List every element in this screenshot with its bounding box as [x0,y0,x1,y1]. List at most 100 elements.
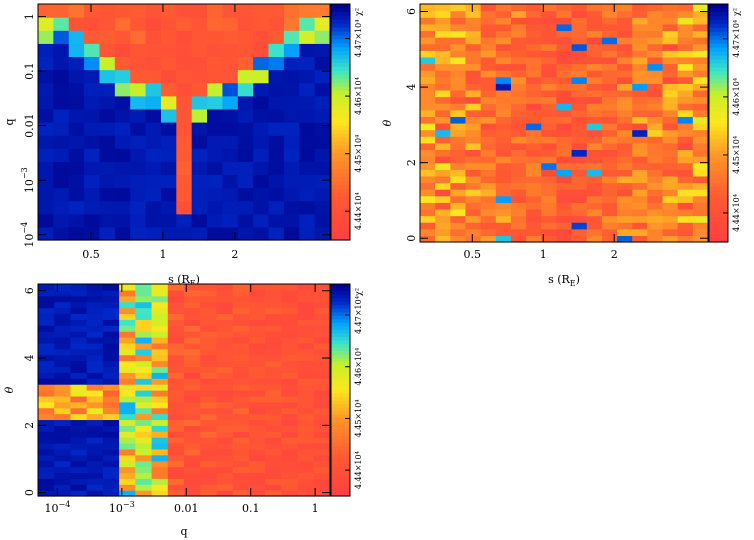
heatmap-cell [54,478,72,485]
colorbar-step [709,158,728,164]
heatmap-cell [465,4,482,12]
heatmap-cell [420,63,436,71]
heatmap-cell [265,313,282,320]
heatmap-cell [480,142,497,151]
heatmap-cell [692,222,709,230]
plot-frame [419,3,709,243]
colorbar-tick-label: 4.47×10⁴ [354,20,363,58]
heatmap-cell [70,325,88,332]
heatmap-cell [299,161,316,176]
heatmap-cell [450,149,467,157]
colorbar-step [709,206,728,211]
heatmap-cell [617,23,633,32]
heatmap-cell [510,70,527,78]
heatmap-cell [465,222,482,230]
heatmap-cell [70,342,88,350]
heatmap-cell [420,235,436,243]
heatmap-cell [184,484,201,491]
heatmap-cell [38,301,55,309]
heatmap-cell [53,161,70,176]
heatmap-cell [313,295,331,303]
heatmap-cell [692,228,709,236]
heatmap-cell [662,142,679,151]
y-tick-label: 0.1 [23,62,36,80]
heatmap-cell [232,360,250,368]
heatmap-cell [586,208,603,217]
heatmap-cell [151,354,169,362]
heatmap-cell [232,425,250,432]
heatmap-cell [38,460,55,468]
colorbar-step [331,358,350,363]
heatmap-cell [526,156,542,164]
colorbar-step [331,224,350,229]
x-tick-label: 0.5 [464,248,482,261]
heatmap-cell [586,56,603,65]
colorbar-title: χ² [354,8,363,16]
heatmap-cell [297,490,315,497]
heatmap-cell [248,384,266,391]
heatmap-cell [119,413,136,421]
heatmap-cell [216,342,234,350]
heatmap-cell [216,295,234,303]
heatmap-cell [281,331,299,338]
heatmap-cell [632,30,648,38]
heatmap-cell [313,337,331,344]
heatmap-cell [237,43,254,58]
heatmap-cell [70,460,88,468]
heatmap-cell [480,208,497,217]
heatmap-cell [102,301,120,309]
heatmap-cell [135,342,153,350]
heatmap-cell [480,222,497,230]
colorbar-step [709,130,728,136]
y-tick-label: 1 [23,13,36,20]
heatmap-cell [435,103,451,111]
heatmap-cell [435,169,451,177]
heatmap-cell [314,187,331,202]
heatmap-cell [70,454,88,462]
heatmap-cell [662,169,679,177]
heatmap-cell [297,331,315,338]
colorbar-step [709,238,728,243]
heatmap-cell [130,122,147,136]
heatmap-cell [68,108,85,123]
heatmap-cell [450,23,467,32]
heatmap-cell [465,109,482,117]
heatmap-cell [299,226,316,241]
heatmap-cell [420,189,436,197]
heatmap-cell [601,63,618,71]
heatmap-cell [281,325,299,332]
heatmap-cell [151,325,169,332]
heatmap-cell [662,43,679,51]
heatmap-cell [465,116,482,124]
colorbar-step [331,390,350,395]
heatmap-cell [265,325,282,332]
heatmap-cell [38,30,54,44]
heatmap-cell [420,43,436,51]
heatmap-cell [200,478,218,485]
heatmap-cell [176,148,193,162]
heatmap-cell [191,135,208,149]
colorbar-step [709,210,728,215]
heatmap-cell [480,4,497,12]
heatmap-cell [465,103,482,111]
colorbar-step [331,4,350,9]
heatmap-cell [450,235,467,243]
heatmap-cell [692,215,709,223]
heatmap-cell [313,454,331,462]
heatmap-cell [167,484,185,491]
heatmap-cell [495,37,512,45]
heatmap-cell [184,466,201,474]
heatmap-cell [420,169,436,177]
heatmap-cell [216,348,234,356]
heatmap-cell [216,360,234,368]
heatmap-cell [222,200,239,215]
heatmap-cell [84,108,101,123]
heatmap-cell [662,136,679,144]
colorbar-step [331,287,350,292]
heatmap-cell [191,108,208,123]
colorbar-step [709,234,728,239]
colorbar-step [331,15,350,21]
heatmap-cell [53,122,70,136]
heatmap-cell [200,331,218,338]
colorbar-step [709,75,728,80]
